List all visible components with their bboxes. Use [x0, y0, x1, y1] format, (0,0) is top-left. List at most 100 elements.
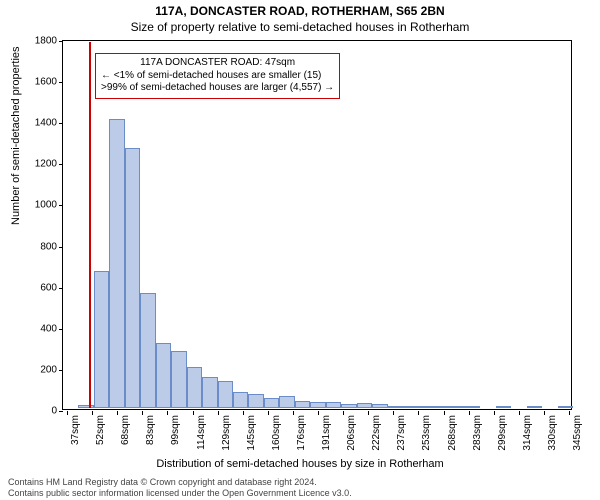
histogram-bar — [527, 406, 542, 408]
y-tick-mark — [59, 329, 63, 330]
x-tick-label: 99sqm — [170, 415, 181, 445]
histogram-bar — [326, 402, 341, 408]
histogram-bar — [218, 381, 233, 408]
info-line: 117A DONCASTER ROAD: 47sqm — [101, 57, 334, 70]
y-tick-label: 1600 — [17, 77, 57, 88]
x-tick-label: 129sqm — [221, 415, 232, 451]
x-tick-label: 330sqm — [547, 415, 558, 451]
y-tick-mark — [59, 82, 63, 83]
x-tick-mark — [444, 411, 445, 415]
x-tick-label: 314sqm — [522, 415, 533, 451]
page-subtitle: Size of property relative to semi-detach… — [0, 18, 600, 34]
x-tick-mark — [343, 411, 344, 415]
y-tick-label: 800 — [17, 241, 57, 252]
histogram-bar — [310, 402, 325, 408]
y-tick-mark — [59, 123, 63, 124]
histogram-bar — [171, 351, 186, 408]
x-tick-label: 68sqm — [120, 415, 131, 445]
histogram-bar — [78, 405, 93, 408]
histogram-bar — [418, 406, 433, 408]
histogram-bar — [202, 377, 217, 408]
x-tick-label: 222sqm — [371, 415, 382, 451]
x-tick-label: 237sqm — [396, 415, 407, 451]
x-tick-mark — [142, 411, 143, 415]
x-tick-label: 268sqm — [447, 415, 458, 451]
x-tick-label: 145sqm — [246, 415, 257, 451]
y-tick-mark — [59, 205, 63, 206]
x-tick-label: 83sqm — [145, 415, 156, 445]
x-tick-label: 52sqm — [95, 415, 106, 445]
histogram-bar — [357, 403, 372, 408]
histogram-bar — [434, 406, 449, 408]
footer-line: Contains public sector information licen… — [8, 488, 352, 498]
histogram-bar — [558, 406, 573, 408]
y-tick-mark — [59, 288, 63, 289]
histogram-bar — [295, 401, 310, 408]
y-tick-label: 1800 — [17, 36, 57, 47]
x-tick-mark — [494, 411, 495, 415]
histogram-chart: 02004006008001000120014001600180037sqm52… — [62, 40, 572, 410]
x-tick-mark — [218, 411, 219, 415]
x-tick-mark — [469, 411, 470, 415]
y-tick-label: 200 — [17, 364, 57, 375]
y-tick-label: 600 — [17, 282, 57, 293]
histogram-bar — [372, 404, 387, 408]
y-tick-mark — [59, 411, 63, 412]
x-axis-label: Distribution of semi-detached houses by … — [0, 458, 600, 470]
histogram-bar — [94, 271, 109, 408]
histogram-bar — [264, 398, 279, 408]
property-marker-line — [89, 42, 91, 408]
histogram-bar — [233, 392, 248, 408]
histogram-bar — [496, 406, 511, 408]
x-tick-label: 37sqm — [70, 415, 81, 445]
y-tick-mark — [59, 164, 63, 165]
x-tick-label: 114sqm — [196, 415, 207, 450]
plot-area: 02004006008001000120014001600180037sqm52… — [62, 40, 572, 410]
histogram-bar — [248, 394, 263, 408]
x-tick-label: 283sqm — [472, 415, 483, 451]
x-tick-mark — [193, 411, 194, 415]
x-tick-mark — [519, 411, 520, 415]
x-tick-mark — [268, 411, 269, 415]
y-tick-label: 400 — [17, 323, 57, 334]
x-tick-mark — [243, 411, 244, 415]
x-tick-mark — [368, 411, 369, 415]
x-tick-label: 191sqm — [321, 415, 332, 451]
histogram-bar — [465, 406, 480, 408]
info-line: >99% of semi-detached houses are larger … — [101, 82, 334, 95]
x-tick-mark — [117, 411, 118, 415]
x-tick-label: 345sqm — [572, 415, 583, 451]
x-tick-label: 176sqm — [296, 415, 307, 451]
x-tick-mark — [418, 411, 419, 415]
y-tick-mark — [59, 370, 63, 371]
x-tick-mark — [67, 411, 68, 415]
x-tick-mark — [318, 411, 319, 415]
histogram-bar — [156, 343, 171, 408]
histogram-bar — [109, 119, 124, 408]
y-tick-mark — [59, 247, 63, 248]
y-tick-mark — [59, 41, 63, 42]
histogram-bar — [140, 293, 155, 409]
histogram-bar — [279, 396, 294, 408]
y-tick-label: 1000 — [17, 200, 57, 211]
x-tick-mark — [393, 411, 394, 415]
x-tick-mark — [569, 411, 570, 415]
x-tick-label: 160sqm — [271, 415, 282, 451]
y-tick-label: 0 — [17, 406, 57, 417]
footer-line: Contains HM Land Registry data © Crown c… — [8, 477, 352, 487]
histogram-bar — [388, 406, 403, 408]
histogram-bar — [403, 406, 418, 408]
x-tick-label: 299sqm — [497, 415, 508, 451]
y-tick-label: 1200 — [17, 159, 57, 170]
page-title: 117A, DONCASTER ROAD, ROTHERHAM, S65 2BN — [0, 0, 600, 18]
info-line: ← <1% of semi-detached houses are smalle… — [101, 70, 334, 83]
copyright-footer: Contains HM Land Registry data © Crown c… — [8, 477, 352, 498]
y-axis-label: Number of semi-detached properties — [10, 46, 22, 225]
info-callout-box: 117A DONCASTER ROAD: 47sqm← <1% of semi-… — [95, 53, 340, 99]
x-tick-label: 253sqm — [421, 415, 432, 451]
y-tick-label: 1400 — [17, 118, 57, 129]
x-tick-mark — [293, 411, 294, 415]
histogram-bar — [187, 367, 202, 408]
x-tick-mark — [544, 411, 545, 415]
histogram-bar — [341, 404, 356, 408]
